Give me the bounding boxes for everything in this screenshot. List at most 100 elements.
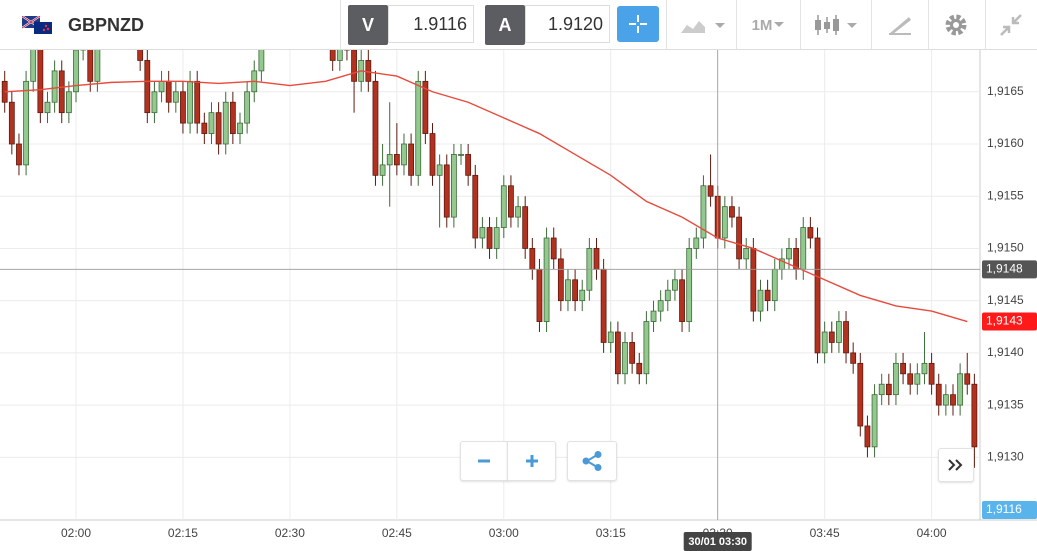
sell-button[interactable]: V	[348, 5, 388, 45]
candle-body	[16, 143, 22, 166]
grid	[0, 50, 980, 520]
separator	[871, 0, 872, 50]
bid-label-bg	[982, 501, 1037, 519]
y-tick-label: 1,9130	[987, 450, 1024, 464]
separator	[666, 0, 667, 50]
candle-body	[921, 362, 928, 375]
candle-body	[814, 237, 821, 354]
candle-body	[515, 206, 521, 218]
scroll-right-button[interactable]	[938, 448, 974, 482]
crosshair-price-bg	[982, 260, 1037, 279]
x-tick-label: 03:15	[596, 526, 626, 540]
area-icon	[681, 21, 725, 33]
candle-body	[165, 80, 172, 103]
chart-type-button[interactable]	[678, 0, 728, 50]
separator	[928, 0, 929, 50]
candle-body	[928, 362, 935, 385]
candle-body	[144, 60, 151, 114]
candle-body	[201, 122, 208, 134]
share-button[interactable]	[567, 441, 617, 481]
candle-body	[672, 279, 678, 291]
buy-button[interactable]: A	[485, 5, 525, 45]
candle-body	[536, 268, 543, 322]
plot	[0, 50, 980, 520]
candle-body	[158, 80, 165, 93]
candle-body	[950, 394, 956, 406]
plus-icon	[525, 455, 538, 467]
timeframe-button[interactable]: 1M	[745, 0, 793, 50]
x-tick-label: 02:30	[275, 526, 305, 540]
y-tick-label: 1,9150	[987, 241, 1024, 255]
candle-body	[622, 342, 628, 375]
crosshair-button[interactable]	[617, 6, 659, 42]
candle-body	[864, 425, 871, 448]
candle-body	[629, 342, 636, 364]
buy-price[interactable]: 1.9120	[525, 5, 610, 43]
flag-icon	[22, 16, 52, 34]
candle-body	[871, 394, 878, 448]
candle-body	[729, 206, 735, 218]
candle-body	[771, 268, 778, 302]
y-tick-label: 1,9160	[987, 136, 1024, 150]
candle-body	[550, 237, 557, 260]
candle-body	[329, 50, 336, 61]
candle-body	[493, 227, 500, 249]
draw-button[interactable]	[880, 0, 920, 50]
candle-body	[137, 50, 144, 61]
candle-body	[664, 289, 671, 302]
candle-body	[479, 227, 486, 239]
settings-button[interactable]	[936, 0, 976, 50]
candle-body	[422, 80, 429, 134]
axis-labels: 1,9130 1,9135 1,9140 1,9145 1,9150 1,9155 1,91…	[61, 84, 1037, 551]
candle-body	[607, 331, 614, 343]
bid-label: 1,9116	[986, 502, 1022, 516]
moving-average	[4, 70, 968, 323]
x-tick-label: 04:00	[917, 526, 947, 540]
candle-body	[37, 50, 44, 114]
candle-body	[764, 289, 771, 302]
candle-body	[878, 383, 885, 396]
candle-body	[707, 185, 714, 197]
collapse-button[interactable]	[992, 0, 1030, 50]
candle-body	[836, 321, 842, 343]
candle-body	[450, 154, 457, 218]
candle-body	[58, 70, 65, 114]
candle-body	[336, 50, 343, 61]
candle-body	[971, 383, 978, 448]
crosshair-icon	[629, 15, 647, 33]
candle-body	[800, 227, 807, 270]
x-tick-label: 03:45	[810, 526, 840, 540]
candle-body	[386, 154, 393, 166]
candle-body	[786, 248, 792, 260]
separator	[985, 0, 986, 50]
candle-body	[229, 101, 236, 134]
candle-body	[600, 268, 607, 343]
sell-price[interactable]: 1.9116	[388, 5, 474, 43]
candle-body	[472, 174, 479, 239]
candle-body	[429, 133, 436, 176]
zoom-in-button[interactable]	[507, 441, 556, 481]
last-price-label: 1,9143	[986, 314, 1023, 328]
candle-body	[593, 248, 600, 270]
candle-body	[465, 154, 472, 176]
candle-body	[408, 143, 415, 176]
candle-body	[650, 310, 657, 322]
candle-body	[529, 248, 536, 270]
y-tick-label: 1,9145	[987, 293, 1024, 307]
candle-type-button[interactable]	[812, 0, 862, 50]
candle-body	[893, 362, 899, 396]
candle-body	[957, 373, 964, 406]
timeframe: 1M	[751, 16, 773, 34]
candle-body	[850, 352, 857, 364]
candle-body	[401, 143, 407, 166]
y-tick-label: 1,9165	[987, 84, 1024, 98]
candle-body	[522, 206, 529, 249]
x-tick-label: 02:45	[382, 526, 412, 540]
zoom-out-button[interactable]	[460, 441, 508, 481]
candle-body	[393, 154, 400, 166]
candle-body	[686, 248, 693, 322]
candle-body	[372, 80, 379, 176]
candle-body	[208, 112, 215, 134]
candle-body	[900, 362, 906, 375]
